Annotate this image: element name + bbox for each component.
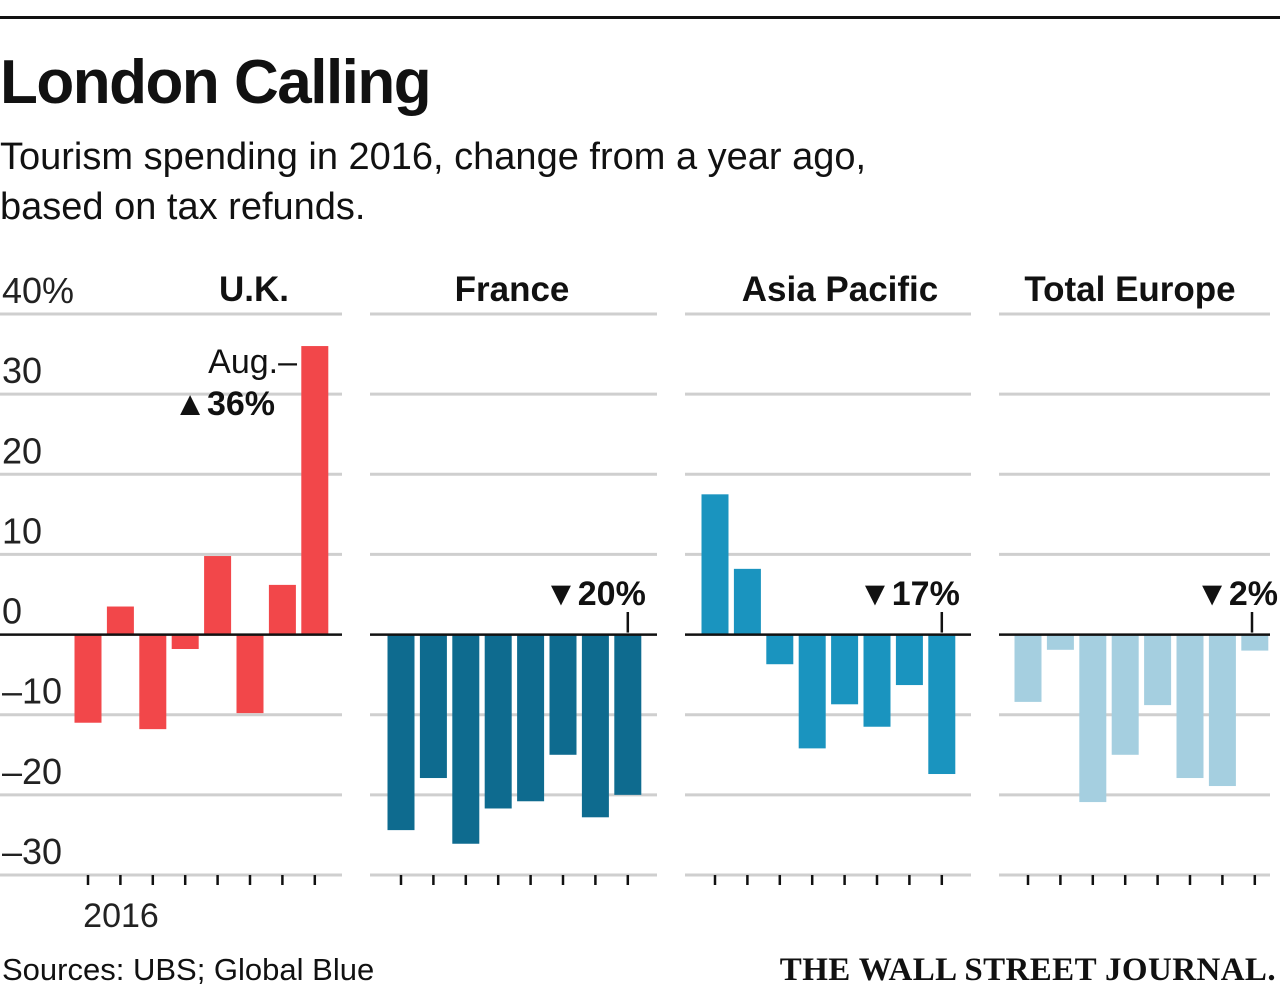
annotation-value: ▼2% xyxy=(1195,575,1278,613)
y-tick-label: –30 xyxy=(2,831,62,872)
source-note: Sources: UBS; Global Blue xyxy=(2,952,375,987)
chart-title: London Calling xyxy=(0,48,432,117)
bar-4-2 xyxy=(1046,634,1074,650)
y-tick-label: 0 xyxy=(2,591,22,632)
bar-2-1 xyxy=(387,634,415,831)
annotation-label: Aug.– xyxy=(208,343,297,381)
y-tick-label: 40% xyxy=(2,270,74,311)
bar-3-8 xyxy=(928,634,956,775)
bar-3-2 xyxy=(733,568,761,635)
x-axis-label: 2016 xyxy=(83,897,159,935)
bar-2-7 xyxy=(581,634,609,818)
bar-3-3 xyxy=(766,634,794,665)
y-tick-label: –10 xyxy=(2,671,62,712)
annotation-value: ▼20% xyxy=(544,575,646,613)
panel-title: U.K. xyxy=(219,270,289,309)
bar-3-7 xyxy=(895,634,923,686)
y-tick-label: 20 xyxy=(2,430,42,471)
panel-title: Asia Pacific xyxy=(742,270,939,309)
bar-4-3 xyxy=(1079,634,1107,803)
bar-2-4 xyxy=(484,634,512,809)
bar-4-6 xyxy=(1176,634,1204,779)
bar-1-2 xyxy=(106,606,134,635)
bar-3-6 xyxy=(863,634,891,727)
bar-1-6 xyxy=(236,634,264,714)
y-tick-label: 10 xyxy=(2,510,42,551)
bar-4-7 xyxy=(1208,634,1236,787)
bar-1-7 xyxy=(268,584,296,635)
bar-3-1 xyxy=(701,494,729,635)
bar-1-1 xyxy=(74,634,102,723)
panel-title: France xyxy=(455,270,570,309)
bar-4-1 xyxy=(1014,634,1042,702)
bar-2-8 xyxy=(614,634,642,795)
y-tick-label: 30 xyxy=(2,350,42,391)
top-rule xyxy=(0,16,1280,19)
annotation-value: ▼17% xyxy=(858,575,960,613)
bar-2-6 xyxy=(549,634,577,755)
bar-1-3 xyxy=(139,634,167,730)
bar-1-5 xyxy=(204,556,232,635)
bar-4-5 xyxy=(1144,634,1172,706)
y-tick-label: –20 xyxy=(2,751,62,792)
bar-2-2 xyxy=(419,634,447,779)
bar-1-8 xyxy=(301,346,329,635)
bar-1-4 xyxy=(171,634,199,649)
bar-2-5 xyxy=(517,634,545,802)
annotation-value: ▲36% xyxy=(173,385,275,423)
bar-3-4 xyxy=(798,634,826,749)
bar-4-4 xyxy=(1111,634,1139,755)
bar-3-5 xyxy=(831,634,859,705)
chart-subtitle: Tourism spending in 2016, change from a … xyxy=(0,136,867,228)
bar-4-8 xyxy=(1241,634,1269,651)
bar-2-3 xyxy=(452,634,480,844)
publisher-logo: THE WALL STREET JOURNAL. xyxy=(779,952,1276,988)
panel-title: Total Europe xyxy=(1024,270,1235,309)
